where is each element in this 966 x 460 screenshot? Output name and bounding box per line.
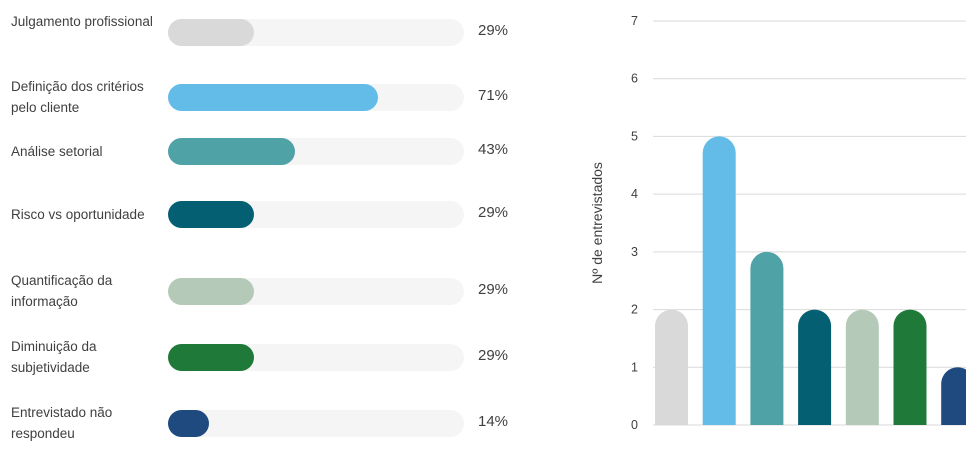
y-tick-label: 2 [631, 303, 638, 317]
vbar [655, 309, 688, 425]
vbar [750, 251, 784, 425]
y-tick-label: 1 [631, 360, 638, 374]
vbar [798, 309, 832, 425]
hbar-category-label: Diminuição da subjetividade [11, 339, 97, 375]
vertical-bar-chart-svg: 0 1 2 3 4 5 6 7 Nº de entrevistados [589, 14, 966, 432]
hbar-category-label: Entrevistado não respondeu [11, 405, 113, 441]
y-tick-label: 7 [631, 14, 638, 28]
hbar-track [168, 84, 464, 111]
hbar-track [168, 278, 464, 305]
hbar-fill [168, 201, 254, 228]
hbar-row: Quantificação da informação 29% [0, 270, 540, 328]
hbar-track [168, 344, 464, 371]
hbar-value-label: 29% [478, 281, 509, 298]
hbar-value-label: 71% [478, 87, 509, 104]
hbar-fill [168, 344, 254, 371]
hbar-row: Análise setorial 43% [0, 138, 540, 199]
hbar-value-label: 29% [478, 347, 509, 364]
hbar-value-label: 29% [478, 204, 509, 221]
hbar-row: Risco vs oportunidade 29% [0, 201, 540, 262]
hbar-category-label: Análise setorial [11, 144, 103, 159]
vbar [941, 367, 966, 425]
hbar-row: Entrevistado não respondeu 14% [0, 402, 540, 460]
hbar-row: Definição dos critérios pelo cliente 71% [0, 76, 540, 134]
hbar-track [168, 201, 464, 228]
y-tick-label: 6 [631, 72, 638, 86]
hbar-fill [168, 138, 296, 165]
hbar-fill [168, 84, 379, 111]
hbar-value-label: 29% [478, 22, 509, 39]
hbar-category-label: Quantificação da informação [11, 273, 113, 309]
hbar-fill [168, 410, 210, 437]
hbar-track [168, 19, 464, 46]
hbar-track [168, 410, 464, 437]
y-tick-label: 5 [631, 129, 638, 143]
hbar-row: Diminuição da subjetividade 29% [0, 336, 540, 394]
hbar-category-label: Definição dos critérios pelo cliente [11, 79, 144, 115]
vertical-bar-chart: 0 1 2 3 4 5 6 7 Nº de entrevistados [580, 0, 966, 443]
vbar [893, 309, 927, 425]
hbar-category-label: Julgamento profissional [11, 14, 153, 29]
y-tick-label: 4 [631, 187, 638, 201]
hbar-fill [168, 19, 254, 46]
hbar-row: Julgamento profissional 29% [0, 11, 540, 69]
y-tick-label: 3 [631, 245, 638, 259]
y-axis-label: Nº de entrevistados [589, 162, 605, 284]
hbar-category-label: Risco vs oportunidade [11, 207, 145, 222]
vbar [845, 309, 879, 425]
vbar [702, 136, 736, 425]
hbar-value-label: 43% [478, 141, 509, 158]
y-tick-label: 0 [631, 418, 638, 432]
horizontal-bar-chart: Julgamento profissional 29% Definição dos … [0, 11, 540, 441]
hbar-value-label: 14% [478, 413, 509, 430]
hbar-track [168, 138, 464, 165]
hbar-fill [168, 278, 254, 305]
